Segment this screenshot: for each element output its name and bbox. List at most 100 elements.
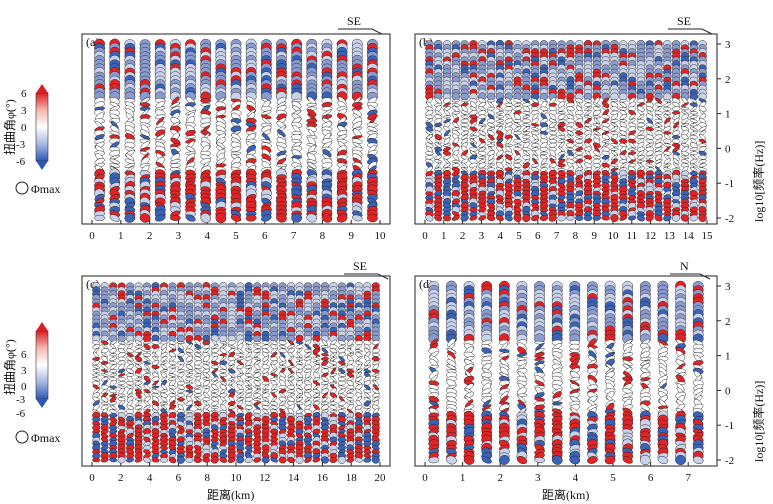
- phase-tensor-ellipse: [610, 163, 619, 168]
- phase-tensor-ellipse: [109, 373, 118, 377]
- phase-tensor-ellipse: [134, 361, 143, 365]
- phase-tensor-ellipse: [151, 385, 160, 389]
- phase-tensor-ellipse: [363, 405, 372, 410]
- phase-tensor-ellipse: [639, 356, 651, 361]
- phase-tensor-ellipse: [117, 373, 126, 377]
- phase-tensor-ellipse: [322, 339, 328, 346]
- phase-tensor-ellipse: [127, 387, 134, 395]
- phase-tensor-ellipse: [109, 404, 117, 411]
- phase-tensor-ellipse: [126, 408, 135, 414]
- phase-tensor-ellipse: [654, 102, 663, 107]
- phase-tensor-ellipse: [442, 115, 452, 119]
- phase-tensor-ellipse: [338, 368, 346, 374]
- phase-tensor-ellipse: [425, 214, 434, 222]
- colorbar-top: 6 3 0 -3 -6 扭曲角φ(°) Φmax: [3, 84, 60, 196]
- phase-tensor-ellipse: [619, 130, 628, 136]
- phase-tensor-ellipse: [451, 102, 460, 107]
- phase-tensor-ellipse: [478, 117, 486, 124]
- x-tick-label: 6: [262, 230, 268, 242]
- panel-b-frame: [414, 33, 718, 225]
- phase-tensor-ellipse: [495, 119, 505, 123]
- phase-tensor-ellipse: [236, 392, 244, 398]
- phase-tensor-ellipse: [583, 115, 593, 119]
- phase-tensor-ellipse: [654, 154, 663, 161]
- phase-tensor-ellipse: [329, 348, 338, 354]
- phase-tensor-ellipse: [346, 380, 355, 387]
- phase-tensor-ellipse: [522, 126, 531, 132]
- phase-tensor-ellipse: [168, 365, 177, 369]
- phase-tensor-ellipse: [346, 348, 354, 354]
- phase-tensor-ellipse: [451, 99, 460, 103]
- phase-tensor-ellipse: [548, 134, 557, 140]
- phase-tensor-ellipse: [312, 352, 321, 357]
- phase-tensor-ellipse: [601, 150, 610, 156]
- phase-tensor-ellipse: [124, 162, 136, 168]
- phase-tensor-ellipse: [463, 455, 475, 465]
- phase-tensor-ellipse: [513, 138, 522, 144]
- phase-tensor-ellipse: [619, 106, 628, 111]
- phase-tensor-ellipse: [689, 147, 698, 151]
- phase-tensor-ellipse: [312, 392, 321, 398]
- phase-tensor-ellipse: [530, 106, 540, 112]
- phase-tensor-ellipse: [610, 214, 619, 222]
- phase-tensor-ellipse: [460, 114, 469, 119]
- phase-tensor-ellipse: [655, 138, 663, 144]
- phase-tensor-ellipse: [337, 376, 346, 382]
- phase-tensor-ellipse: [575, 121, 584, 128]
- phase-tensor-ellipse: [505, 145, 513, 153]
- phase-tensor-ellipse: [312, 389, 321, 394]
- phase-tensor-ellipse: [566, 215, 575, 221]
- phase-tensor-ellipse: [610, 126, 619, 132]
- phase-tensor-ellipse: [321, 213, 333, 223]
- phase-tensor-ellipse: [304, 371, 312, 379]
- phimax-legend-circle: [15, 430, 29, 444]
- phase-tensor-ellipse: [159, 335, 169, 343]
- phase-tensor-ellipse: [109, 361, 118, 365]
- phase-tensor-ellipse: [346, 385, 355, 390]
- phase-tensor-ellipse: [461, 134, 469, 140]
- phase-tensor-ellipse: [244, 340, 253, 345]
- phase-tensor-ellipse: [566, 134, 574, 140]
- phase-tensor-ellipse: [185, 389, 194, 393]
- phase-tensor-ellipse: [321, 376, 329, 382]
- phase-tensor-ellipse: [278, 389, 287, 394]
- phase-tensor-ellipse: [539, 151, 549, 155]
- phase-tensor-ellipse: [228, 384, 236, 390]
- phase-tensor-ellipse: [109, 158, 120, 165]
- phase-tensor-ellipse: [253, 393, 262, 398]
- phase-tensor-ellipse: [320, 353, 329, 357]
- phase-tensor-ellipse: [657, 456, 669, 464]
- phase-tensor-ellipse: [134, 372, 143, 378]
- phase-tensor-ellipse: [236, 360, 244, 366]
- phase-tensor-ellipse: [169, 400, 176, 407]
- phase-tensor-ellipse: [109, 401, 118, 406]
- phase-tensor-ellipse: [92, 365, 101, 369]
- phase-tensor-ellipse: [245, 392, 253, 398]
- phase-tensor-ellipse: [337, 340, 346, 345]
- phase-tensor-ellipse: [495, 214, 504, 222]
- phase-tensor-ellipse: [270, 401, 279, 406]
- phase-tensor-ellipse: [270, 373, 279, 377]
- phase-tensor-ellipse: [689, 151, 698, 156]
- phase-tensor-ellipse: [575, 135, 584, 139]
- phase-tensor-ellipse: [262, 396, 270, 402]
- phase-tensor-ellipse: [442, 97, 452, 104]
- phase-tensor-ellipse: [575, 151, 584, 156]
- phase-tensor-ellipse: [270, 389, 278, 394]
- phase-tensor-ellipse: [443, 129, 451, 137]
- phase-tensor-ellipse: [487, 134, 495, 141]
- phase-tensor-ellipse: [109, 353, 118, 357]
- phase-tensor-ellipse: [92, 373, 101, 377]
- phase-tensor-ellipse: [569, 343, 581, 350]
- phase-tensor-ellipse: [557, 214, 566, 222]
- phase-tensor-ellipse: [276, 158, 287, 165]
- direction-label: SE: [353, 259, 367, 273]
- phase-tensor-ellipse: [101, 352, 109, 358]
- phimax-legend-label: Φmax: [31, 182, 60, 196]
- phase-tensor-ellipse: [557, 111, 566, 115]
- phase-tensor-ellipse: [109, 348, 118, 354]
- phase-tensor-ellipse: [219, 353, 228, 357]
- phase-tensor-ellipse: [176, 456, 185, 464]
- phase-tensor-ellipse: [460, 126, 469, 132]
- colorbar-tick: 3: [21, 365, 27, 377]
